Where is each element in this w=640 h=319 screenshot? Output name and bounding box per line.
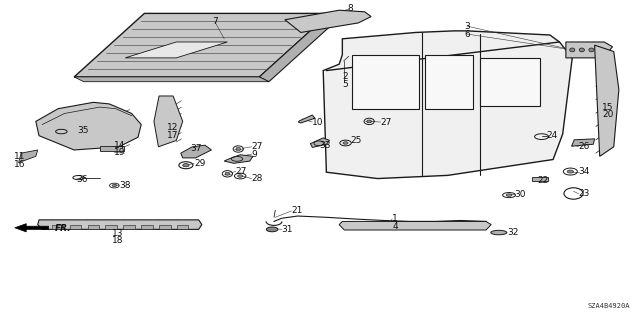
Polygon shape [339, 221, 491, 230]
Ellipse shape [367, 120, 371, 123]
Text: 13: 13 [112, 229, 124, 238]
Polygon shape [310, 138, 330, 147]
Text: 2: 2 [343, 72, 348, 81]
Bar [70, 225, 81, 229]
Text: 33: 33 [319, 141, 331, 150]
Text: 27: 27 [252, 142, 263, 151]
Polygon shape [224, 155, 253, 163]
Polygon shape [154, 96, 182, 147]
Bar [52, 225, 63, 229]
Ellipse shape [182, 164, 189, 167]
Text: 37: 37 [190, 144, 202, 153]
Bar [159, 225, 171, 229]
Polygon shape [38, 220, 202, 229]
Bar [124, 225, 135, 229]
Polygon shape [180, 145, 211, 158]
Text: 24: 24 [547, 131, 558, 140]
Polygon shape [595, 45, 619, 156]
Text: 35: 35 [77, 126, 89, 135]
Ellipse shape [237, 175, 243, 177]
Text: 9: 9 [252, 150, 257, 159]
Text: 18: 18 [112, 236, 124, 245]
Ellipse shape [567, 170, 573, 173]
Text: 34: 34 [579, 167, 590, 176]
Text: 12: 12 [167, 123, 178, 132]
Text: 1: 1 [392, 214, 398, 223]
Text: 21: 21 [291, 206, 303, 215]
Text: 5: 5 [342, 80, 348, 89]
Polygon shape [125, 42, 227, 58]
Polygon shape [352, 55, 419, 109]
Text: 27: 27 [381, 117, 392, 127]
Polygon shape [259, 13, 339, 82]
Text: 36: 36 [76, 175, 88, 184]
Polygon shape [74, 77, 269, 82]
Ellipse shape [343, 142, 348, 144]
Text: 20: 20 [602, 110, 614, 119]
Polygon shape [285, 10, 371, 33]
Bar [100, 146, 124, 151]
Polygon shape [426, 55, 473, 109]
Text: 6: 6 [464, 30, 470, 39]
Text: 10: 10 [312, 117, 324, 127]
Text: 25: 25 [351, 136, 362, 145]
Polygon shape [479, 58, 540, 106]
Text: 28: 28 [252, 174, 263, 183]
Bar [177, 225, 188, 229]
Text: 7: 7 [212, 17, 218, 26]
Text: 15: 15 [602, 103, 614, 112]
Polygon shape [36, 102, 141, 150]
Text: 8: 8 [347, 4, 353, 13]
Text: 27: 27 [236, 167, 247, 176]
Ellipse shape [506, 194, 512, 196]
Polygon shape [298, 115, 315, 123]
Text: 29: 29 [194, 159, 205, 168]
Ellipse shape [579, 48, 584, 52]
Text: 11: 11 [13, 152, 25, 161]
Bar [141, 225, 153, 229]
Ellipse shape [491, 230, 507, 235]
Ellipse shape [236, 148, 241, 151]
Polygon shape [15, 224, 49, 232]
Bar [88, 225, 99, 229]
Text: 23: 23 [579, 189, 590, 198]
Text: 30: 30 [515, 190, 526, 199]
Text: 32: 32 [507, 228, 518, 237]
Text: 22: 22 [537, 176, 548, 185]
Bar [106, 225, 117, 229]
Text: 4: 4 [392, 222, 398, 231]
Text: 17: 17 [167, 130, 178, 139]
Ellipse shape [112, 184, 116, 187]
Ellipse shape [225, 172, 230, 175]
Ellipse shape [266, 227, 278, 232]
Ellipse shape [570, 48, 575, 52]
Polygon shape [19, 150, 38, 163]
Polygon shape [566, 42, 612, 58]
Text: 31: 31 [282, 225, 293, 234]
Text: 38: 38 [119, 181, 131, 190]
Ellipse shape [589, 48, 594, 52]
Text: 19: 19 [115, 148, 126, 157]
Text: 16: 16 [13, 160, 25, 169]
Text: 3: 3 [464, 22, 470, 31]
Polygon shape [572, 139, 595, 146]
Text: 14: 14 [115, 141, 125, 150]
Bar [532, 177, 548, 181]
Polygon shape [74, 13, 330, 77]
Text: FR.: FR. [55, 224, 72, 233]
Text: SZA4B4920A: SZA4B4920A [588, 303, 630, 309]
Text: 26: 26 [579, 142, 590, 151]
Polygon shape [323, 31, 572, 179]
